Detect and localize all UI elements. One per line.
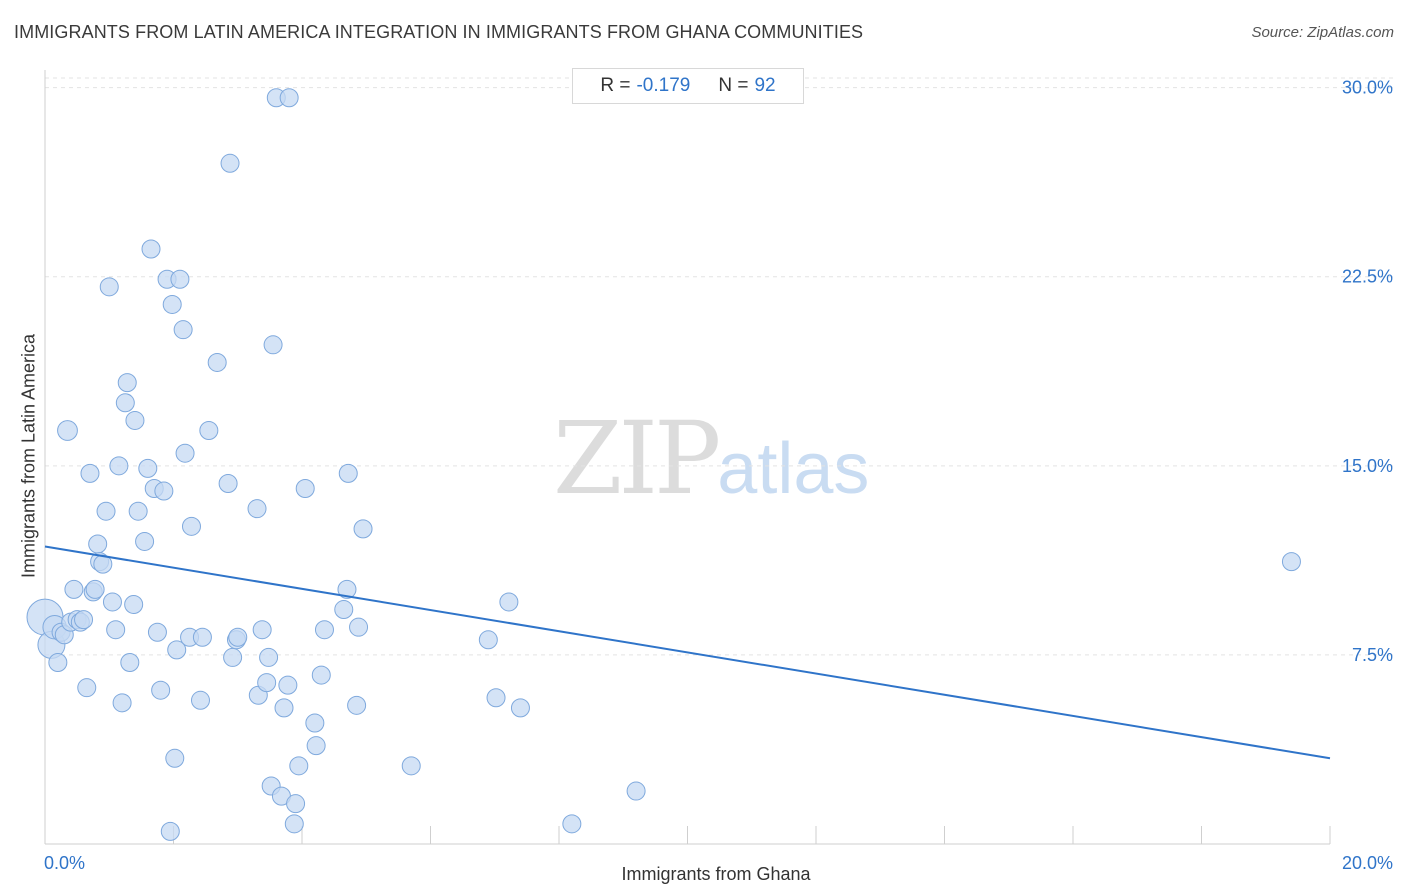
- data-point: [141, 239, 161, 259]
- stats-box: R = -0.179 N = 92: [572, 68, 804, 104]
- data-point: [125, 410, 145, 430]
- n-value: 92: [754, 75, 776, 96]
- data-point: [112, 693, 132, 713]
- data-point: [88, 534, 108, 554]
- data-point: [334, 600, 354, 620]
- data-point: [263, 335, 283, 355]
- data-point: [220, 153, 240, 173]
- data-point: [306, 736, 326, 756]
- trend-line: [44, 545, 1331, 760]
- data-point: [499, 592, 519, 612]
- data-point: [165, 748, 185, 768]
- data-point: [295, 479, 315, 499]
- data-point: [190, 690, 210, 710]
- data-point: [80, 463, 100, 483]
- r-value: -0.179: [636, 75, 691, 96]
- x-tick-label: 0.0%: [44, 853, 85, 873]
- data-point: [252, 620, 272, 640]
- data-point: [223, 647, 243, 667]
- data-point: [173, 320, 193, 340]
- n-label: N =: [718, 75, 749, 96]
- data-point: [347, 695, 367, 715]
- data-point: [478, 630, 498, 650]
- data-point: [305, 713, 325, 733]
- y-axis-label: Immigrants from Latin America: [18, 333, 39, 579]
- data-point: [289, 756, 309, 776]
- data-point: [175, 443, 195, 463]
- grid-lines: [45, 77, 1393, 656]
- x-tick-label: 20.0%: [1342, 853, 1393, 873]
- tick-labels: 7.5% 15.0% 22.5% 30.0% 0.0% 20.0%: [44, 78, 1393, 873]
- data-point: [85, 579, 105, 599]
- data-point: [77, 678, 97, 698]
- data-point: [109, 456, 129, 476]
- data-point: [192, 627, 212, 647]
- data-point: [96, 501, 116, 521]
- data-point: [147, 622, 167, 642]
- data-point: [562, 814, 582, 834]
- data-point: [353, 519, 373, 539]
- data-point: [279, 88, 299, 108]
- data-point: [117, 373, 137, 393]
- data-point: [218, 473, 238, 493]
- data-point: [259, 647, 279, 667]
- data-point: [64, 579, 84, 599]
- data-point: [626, 781, 646, 801]
- data-point: [151, 680, 171, 700]
- data-point: [401, 756, 421, 776]
- data-point: [199, 421, 219, 441]
- watermark-atlas: atlas: [717, 429, 870, 509]
- data-point: [1281, 552, 1301, 572]
- y-tick-label: 15.0%: [1342, 456, 1393, 476]
- data-point: [167, 640, 187, 660]
- chart-title: IMMIGRANTS FROM LATIN AMERICA INTEGRATIO…: [14, 22, 864, 42]
- y-tick-label: 30.0%: [1342, 78, 1393, 98]
- data-point: [284, 814, 304, 834]
- data-point: [106, 620, 126, 640]
- y-tick-label: 7.5%: [1352, 645, 1393, 665]
- data-point: [48, 652, 68, 672]
- trend-line-group: [44, 545, 1331, 760]
- data-point: [138, 458, 158, 478]
- data-point: [115, 393, 135, 413]
- watermark: ZIPatlas: [553, 400, 869, 517]
- data-point: [74, 610, 94, 630]
- data-point: [99, 277, 119, 297]
- x-axis-label: Immigrants from Ghana: [621, 864, 811, 884]
- source-label: Source: ZipAtlas.com: [1251, 24, 1394, 41]
- data-point: [274, 698, 294, 718]
- y-tick-label: 22.5%: [1342, 267, 1393, 287]
- axes: [44, 70, 1331, 845]
- data-point: [124, 594, 144, 614]
- data-point: [128, 501, 148, 521]
- data-point: [278, 675, 298, 695]
- data-point: [170, 269, 190, 289]
- watermark-zip: ZIP: [553, 400, 721, 517]
- data-point: [314, 620, 334, 640]
- data-point: [181, 516, 201, 536]
- r-label: R =: [600, 75, 631, 96]
- data-point: [286, 794, 306, 814]
- data-point: [162, 294, 182, 314]
- data-point: [135, 531, 155, 551]
- data-point: [257, 673, 277, 693]
- data-point: [228, 627, 248, 647]
- data-points: [26, 88, 1301, 841]
- data-point: [102, 592, 122, 612]
- data-point: [349, 617, 369, 637]
- data-point: [57, 420, 78, 441]
- data-point: [207, 352, 227, 372]
- data-point: [337, 579, 357, 599]
- data-point: [510, 698, 530, 718]
- data-point: [311, 665, 331, 685]
- data-point: [486, 688, 506, 708]
- data-point: [120, 652, 140, 672]
- data-point: [247, 499, 267, 519]
- data-point: [338, 463, 358, 483]
- data-point: [154, 481, 174, 501]
- data-point: [160, 821, 180, 841]
